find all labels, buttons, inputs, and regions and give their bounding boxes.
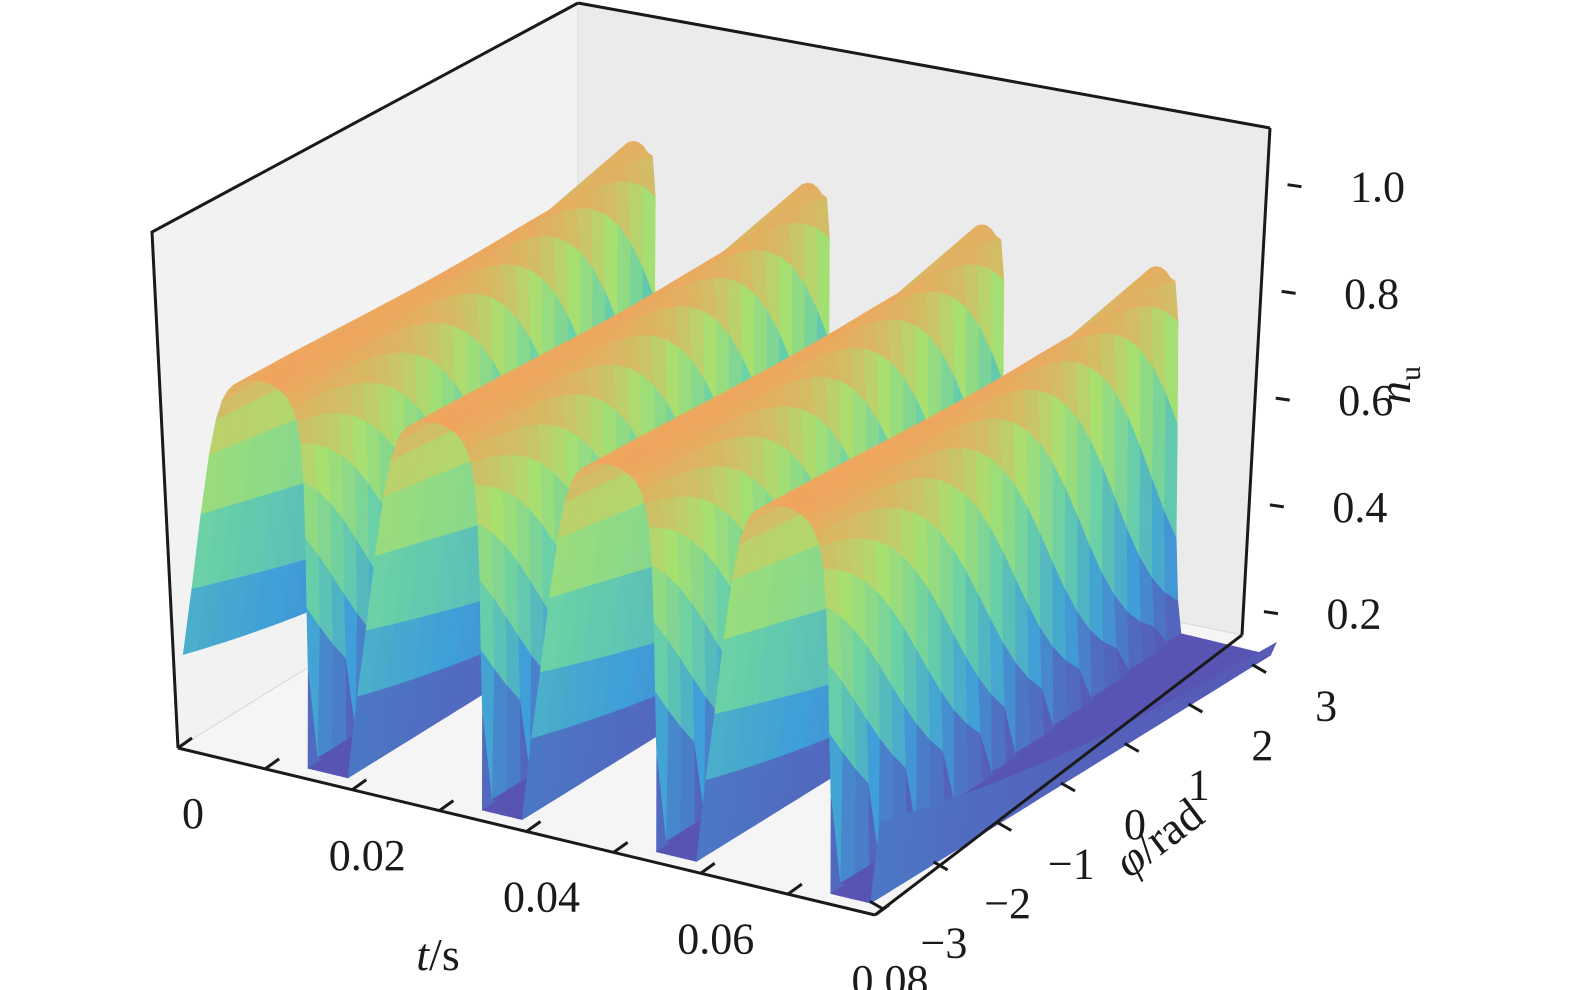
y-tick-mark <box>1187 702 1204 714</box>
y-tick-label: −3 <box>921 918 968 967</box>
surface-patch <box>839 751 856 885</box>
x-minor-tick <box>787 882 803 896</box>
surface-patch <box>990 693 1007 774</box>
surface-patch <box>953 709 969 801</box>
x-axis-label: t/s <box>416 929 459 980</box>
y-tick-mark <box>932 860 949 872</box>
x-tick-label: 0.04 <box>503 873 580 922</box>
surface-patch <box>679 726 695 834</box>
surface-patch <box>316 626 333 759</box>
surface-plot <box>182 140 1277 904</box>
x-tick-mark <box>177 736 193 750</box>
y-tick-label: 0 <box>1124 800 1146 849</box>
x-minor-tick <box>264 757 280 771</box>
x-tick-mark <box>699 862 716 875</box>
surface-patch <box>491 667 508 801</box>
x-axis-ticks: 0 0.02 0.04 0.06 0.08 <box>177 736 929 990</box>
y-tick-mark <box>1251 663 1267 674</box>
z-tick-mark <box>1275 396 1290 402</box>
x-minor-tick <box>612 841 629 854</box>
y-tick-label: 3 <box>1315 682 1337 731</box>
axes-frame <box>150 1 1272 917</box>
surface-patch <box>966 723 983 792</box>
x-tick-label: 0 <box>182 789 204 838</box>
y-tick-mark <box>1123 742 1140 753</box>
y-tick-label: 2 <box>1251 721 1273 770</box>
x-tick-label: 0.06 <box>677 914 754 963</box>
z-tick-mark <box>1281 289 1296 295</box>
y-tick-mark <box>869 900 885 911</box>
z-tick-mark <box>1263 610 1279 616</box>
y-axis-line <box>874 633 1243 917</box>
x-tick-label: 0.08 <box>852 956 929 990</box>
surface-patch <box>870 816 895 904</box>
y-tick-label: −1 <box>1048 839 1095 888</box>
y-tick-mark <box>1060 781 1076 793</box>
z-tick-label: 0.2 <box>1326 590 1381 639</box>
x-tick-mark <box>525 820 542 833</box>
y-tick-mark <box>996 821 1013 832</box>
z-axis-line <box>1240 127 1272 636</box>
z-tick-label: 0.6 <box>1338 376 1393 425</box>
x-tick-label: 0.02 <box>329 831 406 880</box>
z-tick-label: 0.8 <box>1344 269 1399 318</box>
z-tick-label: 0.4 <box>1332 483 1387 532</box>
left-frame-edge <box>150 1 579 749</box>
surface-patch <box>665 709 682 843</box>
z-axis-label: nu <box>1369 366 1427 404</box>
z-tick-label: 1.0 <box>1350 163 1405 212</box>
y-tick-label: −2 <box>984 879 1031 928</box>
x-tick-mark <box>351 778 368 791</box>
z-tick-mark <box>1287 183 1302 189</box>
top-back-edge <box>577 1 1271 130</box>
x-minor-tick <box>438 799 455 812</box>
z-axis-ticks: 0.2 0.4 0.6 0.8 1.0 <box>1263 163 1405 639</box>
surface-patch <box>331 643 347 750</box>
y-tick-label: 1 <box>1188 761 1210 810</box>
surface-patch <box>505 685 521 792</box>
z-tick-mark <box>1269 503 1285 509</box>
surface-patch <box>854 768 870 876</box>
